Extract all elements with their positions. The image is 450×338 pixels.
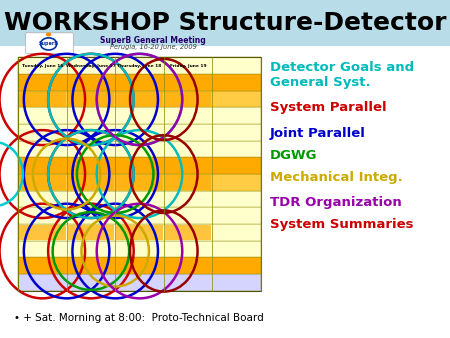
Bar <box>18 191 261 208</box>
Bar <box>18 74 261 91</box>
Bar <box>18 174 261 191</box>
Bar <box>19 92 66 106</box>
Bar <box>18 257 261 274</box>
Bar <box>116 175 163 190</box>
Bar <box>18 241 261 257</box>
Bar <box>68 92 114 106</box>
Text: Detector Goals and
General Syst.: Detector Goals and General Syst. <box>270 61 414 89</box>
Text: TDR Organization: TDR Organization <box>270 196 402 209</box>
Text: Perugia, 16-20 June, 2009: Perugia, 16-20 June, 2009 <box>109 44 197 50</box>
Text: WORKSHOP Structure-Detector: WORKSHOP Structure-Detector <box>4 11 446 35</box>
Bar <box>165 175 211 190</box>
Text: Tuesday, June 16: Tuesday, June 16 <box>22 64 63 68</box>
Bar <box>19 175 66 190</box>
Text: Thursday, June 18: Thursday, June 18 <box>117 64 162 68</box>
Bar <box>18 274 261 291</box>
Circle shape <box>46 32 51 37</box>
Text: SuperB General Meeting: SuperB General Meeting <box>100 36 206 45</box>
Circle shape <box>40 38 57 50</box>
Bar <box>0 0 450 46</box>
Bar <box>165 225 211 240</box>
Bar <box>18 141 261 158</box>
Bar <box>18 91 261 107</box>
Bar <box>18 158 261 174</box>
Text: Friday, June 19: Friday, June 19 <box>170 64 207 68</box>
FancyBboxPatch shape <box>26 33 73 53</box>
Text: DGWG: DGWG <box>270 149 318 162</box>
Text: Mechanical Integ.: Mechanical Integ. <box>270 171 403 184</box>
Bar <box>18 208 261 224</box>
Bar <box>18 107 261 124</box>
Text: System Summaries: System Summaries <box>270 218 414 231</box>
Bar <box>18 57 261 74</box>
Bar <box>116 225 163 240</box>
Text: Wednesday, June 17: Wednesday, June 17 <box>66 64 116 68</box>
Bar <box>68 225 114 240</box>
Bar <box>18 57 261 291</box>
Text: SuperB: SuperB <box>39 42 58 46</box>
Bar <box>18 124 261 141</box>
Text: System Parallel: System Parallel <box>270 101 387 114</box>
Text: • + Sat. Morning at 8:00:  Proto-Technical Board: • + Sat. Morning at 8:00: Proto-Technica… <box>14 313 263 323</box>
Bar <box>68 175 114 190</box>
Bar <box>165 92 211 106</box>
Bar <box>19 225 66 240</box>
Text: Joint Parallel: Joint Parallel <box>270 127 366 140</box>
Bar <box>116 92 163 106</box>
Bar <box>18 224 261 241</box>
